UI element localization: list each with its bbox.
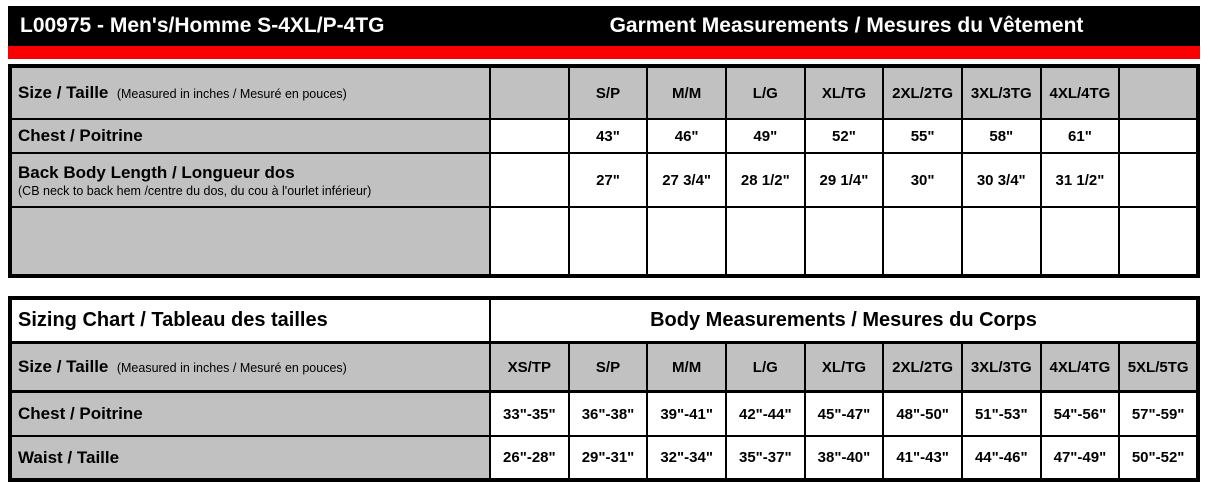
- value-cell: [1039, 206, 1121, 277]
- size-header-cell: 2XL/2TG: [882, 341, 963, 393]
- row-label-cell: Chest / Poitrine: [9, 390, 491, 437]
- red-accent-bar: [8, 46, 1200, 59]
- size-header-cell: XL/TG: [803, 65, 885, 120]
- value-cell: 48"-50": [882, 390, 963, 437]
- body-measurements-heading: Body Measurements / Mesures du Corps: [489, 297, 1199, 344]
- value-cell: 39"-41": [646, 390, 727, 437]
- size-header-cell: XS/TP: [489, 341, 570, 393]
- value-cell: 38"-40": [803, 435, 885, 481]
- size-note: (Measured in inches / Mesuré en pouces): [116, 361, 347, 375]
- value-cell: 54"-56": [1039, 390, 1121, 437]
- chest-row: Chest / Poitrine 43" 46" 49" 52" 55" 58"…: [9, 118, 1199, 154]
- row-label: Waist / Taille: [18, 447, 120, 467]
- value-cell: 52": [803, 118, 885, 154]
- garment-measurements-heading: Garment Measurements / Mesures du Vêteme…: [609, 14, 1084, 37]
- value-cell: [567, 206, 649, 277]
- size-header-cell: 2XL/2TG: [882, 65, 963, 120]
- value-cell: [724, 206, 806, 277]
- value-cell: [646, 206, 727, 277]
- size-header-cell: L/G: [724, 65, 806, 120]
- chest-row: Chest / Poitrine 33"-35" 36"-38" 39"-41"…: [9, 390, 1199, 437]
- row-label: Back Body Length / Longueur dos: [18, 162, 295, 182]
- value-cell: 26"-28": [489, 435, 570, 481]
- value-cell: 51"-53": [960, 390, 1042, 437]
- value-cell: 30 3/4": [960, 152, 1042, 208]
- sizing-chart-heading: Sizing Chart / Tableau des tailles: [9, 297, 491, 344]
- value-cell: 29 1/4": [803, 152, 885, 208]
- value-cell: 44"-46": [960, 435, 1042, 481]
- value-cell: [882, 206, 963, 277]
- value-cell: [1118, 118, 1199, 154]
- size-header-cell: [1118, 65, 1199, 120]
- size-header-cell: 4XL/4TG: [1039, 65, 1121, 120]
- size-header-cell: 5XL/5TG: [1118, 341, 1199, 393]
- size-header-row: Size / Taille (Measured in inches / Mesu…: [9, 341, 1199, 393]
- value-cell: [1118, 152, 1199, 208]
- value-cell: 61": [1039, 118, 1121, 154]
- value-cell: 46": [646, 118, 727, 154]
- size-header-row: Size / Taille (Measured in inches / Mesu…: [9, 65, 1199, 120]
- size-note: (Measured in inches / Mesuré en pouces): [116, 87, 347, 101]
- size-label: Size / Taille: [18, 357, 109, 376]
- value-cell: 28 1/2": [724, 152, 806, 208]
- row-label-cell: Back Body Length / Longueur dos (CB neck…: [9, 152, 491, 208]
- row-label-cell: Chest / Poitrine: [9, 118, 491, 154]
- sizing-chart-table: Sizing Chart / Tableau des tailles Body …: [8, 296, 1200, 482]
- value-cell: 33"-35": [489, 390, 570, 437]
- value-cell: 55": [882, 118, 963, 154]
- size-label: Size / Taille: [18, 83, 109, 102]
- value-cell: [960, 206, 1042, 277]
- size-header-cell: 3XL/3TG: [960, 341, 1042, 393]
- value-cell: 27": [567, 152, 649, 208]
- row-label: Chest / Poitrine: [18, 126, 143, 145]
- back-body-length-row: Back Body Length / Longueur dos (CB neck…: [9, 152, 1199, 208]
- title-bar: L00975 - Men's/Homme S-4XL/P-4TG Garment…: [8, 6, 1200, 46]
- waist-row: Waist / Taille 26"-28" 29"-31" 32"-34" 3…: [9, 435, 1199, 481]
- value-cell: 30": [882, 152, 963, 208]
- value-cell: [1118, 206, 1199, 277]
- value-cell: 41"-43": [882, 435, 963, 481]
- size-header-cell: XL/TG: [803, 341, 885, 393]
- value-cell: 45"-47": [803, 390, 885, 437]
- size-header-cell: 4XL/4TG: [1039, 341, 1121, 393]
- size-header-cell: [489, 65, 570, 120]
- value-cell: [489, 152, 570, 208]
- value-cell: 49": [724, 118, 806, 154]
- size-label-cell: Size / Taille (Measured in inches / Mesu…: [9, 65, 491, 120]
- empty-row: [9, 206, 1199, 277]
- size-header-cell: 3XL/3TG: [960, 65, 1042, 120]
- row-label-cell: [9, 206, 491, 277]
- value-cell: [803, 206, 885, 277]
- value-cell: [489, 206, 570, 277]
- size-header-cell: M/M: [646, 65, 727, 120]
- sizing-title-row: Sizing Chart / Tableau des tailles Body …: [9, 297, 1199, 344]
- value-cell: [489, 118, 570, 154]
- row-label-cell: Waist / Taille: [9, 435, 491, 481]
- row-label: Chest / Poitrine: [18, 404, 143, 423]
- value-cell: 57"-59": [1118, 390, 1199, 437]
- size-header-cell: S/P: [567, 341, 649, 393]
- size-header-cell: S/P: [567, 65, 649, 120]
- value-cell: 36"-38": [567, 390, 649, 437]
- value-cell: 35"-37": [724, 435, 806, 481]
- value-cell: 31 1/2": [1039, 152, 1121, 208]
- value-cell: 32"-34": [646, 435, 727, 481]
- value-cell: 58": [960, 118, 1042, 154]
- value-cell: 42"-44": [724, 390, 806, 437]
- garment-measurements-table: Size / Taille (Measured in inches / Mesu…: [8, 64, 1200, 278]
- size-label-cell: Size / Taille (Measured in inches / Mesu…: [9, 341, 491, 393]
- value-cell: 47"-49": [1039, 435, 1121, 481]
- value-cell: 43": [567, 118, 649, 154]
- size-header-cell: L/G: [724, 341, 806, 393]
- value-cell: 50"-52": [1118, 435, 1199, 481]
- value-cell: 29"-31": [567, 435, 649, 481]
- value-cell: 27 3/4": [646, 152, 727, 208]
- size-header-cell: M/M: [646, 341, 727, 393]
- row-note: (CB neck to back hem /centre du dos, du …: [18, 183, 372, 198]
- product-title: L00975 - Men's/Homme S-4XL/P-4TG: [20, 14, 385, 37]
